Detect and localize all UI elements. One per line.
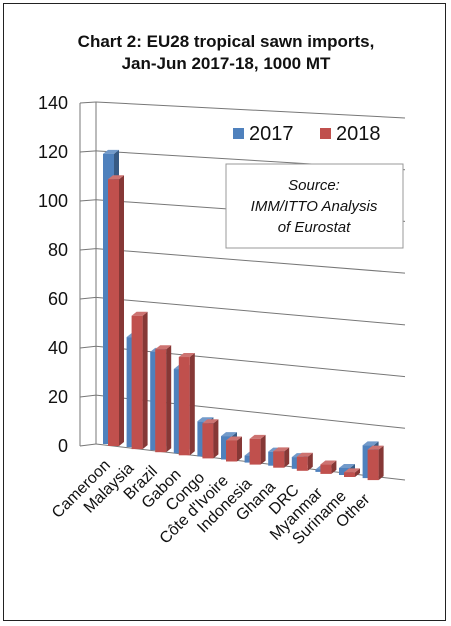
chart-frame (3, 3, 446, 621)
bar-top (108, 175, 124, 180)
bar-front (178, 357, 190, 456)
legend: 2017 2018 (233, 123, 381, 145)
bar-front (339, 467, 350, 475)
bar-top (103, 149, 119, 154)
gridline-wall-5 (79, 199, 97, 202)
bar-front (249, 438, 261, 465)
gridline-wall-0 (79, 443, 97, 447)
chart-title-line-2: Jan-Jun 2017-18, 1000 MT (122, 54, 331, 73)
bar-top (362, 441, 379, 446)
gridline-back-7 (95, 101, 406, 119)
y-tick-label: 80 (48, 240, 68, 260)
y-axis-ticks: 0 20 40 60 80 100 120 140 (38, 93, 68, 456)
y-tick-label: 60 (48, 289, 68, 309)
bar-2018-8 (296, 452, 313, 471)
bar-front (296, 456, 308, 471)
bar-top (296, 452, 313, 457)
y-tick-label: 20 (48, 387, 68, 407)
bar-side (284, 447, 290, 468)
y-tick-label: 40 (48, 338, 68, 358)
bar-front (367, 449, 379, 481)
bar-2018-3 (178, 353, 195, 456)
bar-top (178, 353, 195, 358)
chart-title-line-1: Chart 2: EU28 tropical sawn imports, (78, 32, 375, 51)
gridline-back-3 (95, 296, 406, 326)
source-box (225, 163, 404, 249)
bar-side (331, 460, 337, 474)
legend-swatch-2017 (233, 128, 244, 139)
bar-2018-0 (108, 175, 124, 447)
bar-top (155, 345, 172, 350)
bar-2018-6 (249, 434, 266, 465)
bar-2018-10 (344, 468, 360, 477)
gridline-wall-4 (79, 248, 97, 251)
bar-front (320, 464, 332, 474)
bar-2018-7 (273, 447, 290, 468)
source-line-1: Source: (288, 177, 340, 194)
y-tick-label: 0 (58, 436, 68, 456)
bar-side (307, 452, 313, 471)
bar-2018-5 (226, 436, 242, 462)
bar-front (202, 423, 214, 459)
bar-front (131, 315, 143, 450)
source-line-2: IMM/ITTO Analysis (251, 198, 378, 215)
bar-top (202, 419, 219, 424)
legend-label-2017: 2017 (249, 123, 294, 145)
bar-side (142, 311, 148, 450)
bar-side (378, 445, 384, 481)
bar-front (108, 179, 119, 447)
legend-label-2018: 2018 (336, 123, 381, 145)
bar-2018-1 (131, 311, 148, 450)
y-tick-label: 120 (38, 142, 68, 162)
bar-side (237, 436, 242, 462)
y-tick-label: 100 (38, 191, 68, 211)
bar-2018-11 (367, 445, 384, 481)
bar-2018-9 (320, 460, 337, 474)
bar-2018-4 (202, 419, 219, 459)
bar-top (339, 463, 355, 468)
bar-top (273, 447, 290, 452)
bar-front (155, 349, 167, 453)
gridline-wall-3 (79, 296, 97, 300)
bar-top (344, 468, 360, 473)
bar-2018-2 (155, 345, 172, 453)
gridline-wall-1 (79, 394, 97, 398)
bar-top (320, 460, 337, 465)
bar-top (131, 311, 148, 316)
gridline-wall-7 (79, 101, 97, 104)
bar-side (260, 434, 266, 465)
bar-side (355, 468, 360, 477)
bar-side (119, 175, 124, 447)
source-line-3: of Eurostat (278, 219, 351, 236)
bar-top (367, 445, 384, 450)
gridline-wall-2 (79, 345, 97, 349)
bar-side (189, 353, 195, 456)
bar-top (226, 436, 242, 441)
bar-side (213, 419, 219, 459)
bar-top (221, 432, 237, 437)
bar-front (226, 440, 237, 462)
y-tick-label: 140 (38, 93, 68, 113)
bar-side (166, 345, 172, 453)
bars (103, 149, 384, 481)
gridline-back-4 (95, 248, 406, 274)
legend-swatch-2018 (320, 128, 331, 139)
bar-front (344, 472, 355, 477)
gridline-wall-6 (79, 150, 97, 153)
bar-front (273, 451, 285, 468)
bar-top (249, 434, 266, 439)
